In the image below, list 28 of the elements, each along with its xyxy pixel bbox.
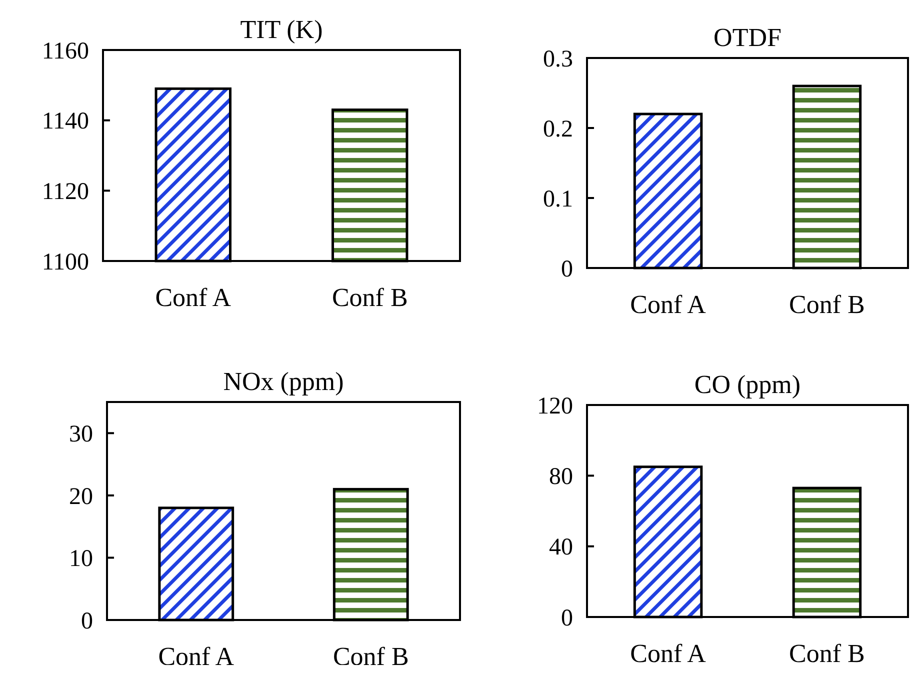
y-tick-label: 80	[549, 464, 573, 490]
chart-title: OTDF	[714, 23, 782, 52]
y-tick-label: 0	[561, 605, 573, 632]
y-tick-label: 30	[69, 422, 93, 448]
x-tick-label: Conf B	[332, 642, 409, 671]
y-tick-label: 1100	[42, 249, 89, 276]
y-tick-label: 0.2	[543, 116, 573, 142]
y-tick-label: 120	[537, 393, 573, 420]
chart-title: CO (ppm)	[694, 370, 801, 399]
x-tick-label: Conf A	[155, 283, 232, 312]
y-tick-label: 20	[69, 484, 93, 510]
x-tick-label: Conf A	[630, 290, 706, 319]
x-tick-label: Conf B	[789, 639, 865, 668]
x-tick-label: Conf B	[789, 290, 865, 319]
y-tick-label: 0	[561, 256, 573, 282]
y-tick-label: 10	[69, 546, 93, 572]
y-tick-label: 1160	[42, 38, 89, 64]
x-tick-label: Conf A	[158, 642, 234, 671]
y-tick-label: 0.3	[543, 46, 573, 72]
chart-title: NOx (ppm)	[223, 367, 344, 396]
x-tick-label: Conf A	[630, 639, 706, 668]
x-tick-label: Conf B	[332, 283, 408, 312]
y-tick-label: 1120	[42, 179, 89, 206]
y-tick-label: 0.1	[543, 186, 573, 212]
y-tick-label: 40	[549, 534, 573, 561]
y-tick-label: 0	[81, 608, 93, 634]
chart-title: TIT (K)	[240, 15, 323, 44]
y-tick-label: 1140	[42, 108, 89, 135]
